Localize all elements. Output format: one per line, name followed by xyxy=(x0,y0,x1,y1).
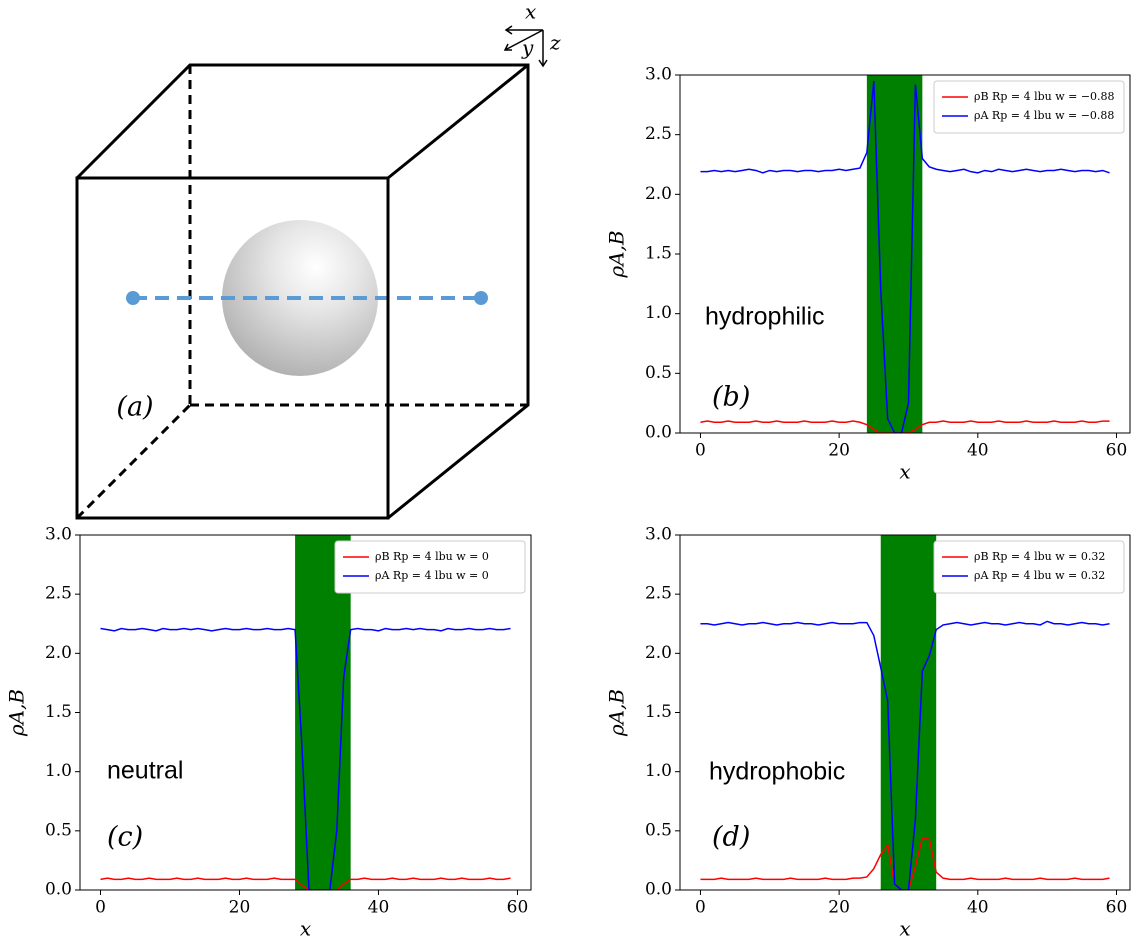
y-tick-label: 0.0 xyxy=(45,880,72,900)
chart-panel: 0 20 40 60 0.0 0.5 1.0 1.5 2.0 2.5 3.0 x ρA,B hydroph… xyxy=(605,65,1131,484)
legend-label: ρB Rp = 4 lbu w = 0.32 xyxy=(974,550,1105,563)
x-tick-label: 20 xyxy=(828,441,850,461)
axes-icon xyxy=(503,25,548,68)
y-tick-label: 1.5 xyxy=(645,244,672,264)
panel-label: (c) xyxy=(107,822,143,853)
chart-panel: 0 20 40 60 0.0 0.5 1.0 1.5 2.0 2.5 3.0 x ρA,B neutral… xyxy=(5,525,532,941)
legend-box xyxy=(933,540,1125,594)
legend-label: ρA Rp = 4 lbu w = −0.88 xyxy=(974,109,1114,122)
series-line xyxy=(700,80,1110,433)
legend-box xyxy=(933,80,1125,134)
x-tick-label: 0 xyxy=(695,441,706,461)
arrowhead xyxy=(503,43,512,51)
arrowhead xyxy=(504,25,513,35)
series-line xyxy=(100,627,511,890)
arrowhead xyxy=(538,59,548,68)
x-tick-label: 20 xyxy=(828,898,850,918)
particle-band xyxy=(880,535,937,890)
back-edges xyxy=(75,63,530,520)
y-tick-label: 3.0 xyxy=(645,525,672,545)
annotation: hydrophobic xyxy=(709,758,845,786)
axis-label: x xyxy=(525,0,536,24)
y-tick-label: 0.5 xyxy=(45,820,72,840)
chart-panel: 0 20 40 60 0.0 0.5 1.0 1.5 2.0 2.5 3.0 x ρA,B hydroph… xyxy=(605,525,1131,941)
axis-label: y xyxy=(521,36,534,60)
panel-label: (a) xyxy=(116,392,153,423)
x-axis-label: x xyxy=(899,917,910,941)
x-tick-label: 40 xyxy=(368,898,390,918)
y-tick-label: 2.0 xyxy=(45,643,72,663)
legend-label: ρB Rp = 4 lbu w = 0 xyxy=(375,550,489,563)
y-tick-label: 2.5 xyxy=(645,584,672,604)
x-tick-label: 60 xyxy=(1106,898,1128,918)
series-line xyxy=(100,877,511,890)
y-tick-label: 2.0 xyxy=(645,184,672,204)
legend-label: ρA Rp = 4 lbu w = 0 xyxy=(375,569,489,582)
x-tick-label: 60 xyxy=(1106,441,1128,461)
y-tick-label: 3.0 xyxy=(45,525,72,545)
panel-label: (b) xyxy=(712,382,750,413)
y-tick-label: 1.0 xyxy=(45,761,72,781)
annotation: neutral xyxy=(107,757,183,785)
y-tick-label: 1.5 xyxy=(45,702,72,722)
hidden-edge xyxy=(75,403,192,520)
profile-end xyxy=(126,291,140,305)
y-tick-label: 0.0 xyxy=(645,423,672,443)
x-axis-label: x xyxy=(899,460,910,484)
x-tick-label: 60 xyxy=(507,898,529,918)
y-arrow xyxy=(504,29,544,51)
y-tick-label: 0.5 xyxy=(645,363,672,383)
x-axis-label: x xyxy=(300,917,311,941)
y-tick-label: 2.0 xyxy=(645,643,672,663)
profile-end xyxy=(474,291,488,305)
axis-label: z xyxy=(549,31,561,55)
y-tick-label: 3.0 xyxy=(645,65,672,85)
y-tick-label: 1.0 xyxy=(645,303,672,323)
x-tick-label: 20 xyxy=(229,898,251,918)
panel-label: (d) xyxy=(712,822,750,853)
series-line xyxy=(700,420,1110,433)
y-tick-label: 1.0 xyxy=(645,761,672,781)
series-line xyxy=(700,837,1110,890)
y-tick-label: 0.5 xyxy=(645,820,672,840)
x-tick-label: 0 xyxy=(695,898,706,918)
y-tick-label: 0.0 xyxy=(645,880,672,900)
y-axis-label: ρA,B xyxy=(605,230,629,278)
y-tick-label: 2.5 xyxy=(645,124,672,144)
x-tick-label: 40 xyxy=(967,441,989,461)
front-face xyxy=(75,176,390,520)
edge xyxy=(387,63,529,180)
y-tick-label: 1.5 xyxy=(645,702,672,722)
y-axis-label: ρA,B xyxy=(5,689,29,737)
cube-diagram xyxy=(75,25,548,520)
legend-label: ρA Rp = 4 lbu w = 0.32 xyxy=(974,569,1105,582)
annotation: hydrophilic xyxy=(705,303,825,331)
y-tick-label: 2.5 xyxy=(45,584,72,604)
y-axis-label: ρA,B xyxy=(605,689,629,737)
legend-box xyxy=(334,540,526,594)
series-line xyxy=(700,620,1110,890)
legend-label: ρB Rp = 4 lbu w = −0.88 xyxy=(974,90,1115,103)
x-tick-label: 40 xyxy=(967,898,989,918)
x-tick-label: 0 xyxy=(95,898,106,918)
